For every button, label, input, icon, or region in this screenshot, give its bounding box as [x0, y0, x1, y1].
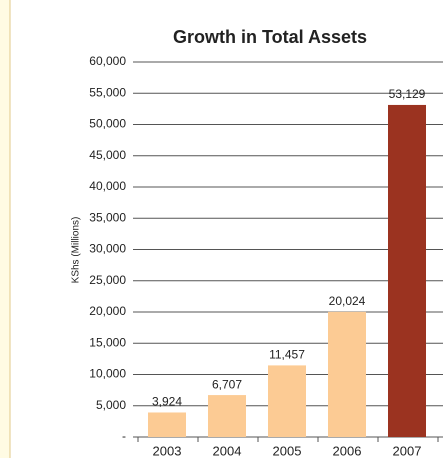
- x-tick-label: 2006: [333, 443, 362, 458]
- y-tick-label: 20,000: [89, 304, 126, 318]
- y-tick-label: 60,000: [89, 54, 126, 68]
- x-tick-label: 2003: [153, 443, 182, 458]
- y-tick-label: 30,000: [89, 242, 126, 256]
- y-tick-label: 10,000: [89, 367, 126, 381]
- value-label: 53,129: [389, 87, 426, 101]
- side-strip: [0, 0, 10, 458]
- y-tick-label: 15,000: [89, 335, 126, 349]
- chart-title: Growth in Total Assets: [173, 27, 367, 47]
- bar: [148, 412, 186, 437]
- value-label: 6,707: [212, 377, 242, 391]
- y-tick-label: 35,000: [89, 210, 126, 224]
- bar: [208, 395, 246, 437]
- y-tick-label: 55,000: [89, 85, 126, 99]
- y-tick-label: 45,000: [89, 148, 126, 162]
- bar: [328, 311, 366, 437]
- y-tick-label: 5,000: [96, 398, 126, 412]
- x-tick-label: 2007: [393, 443, 422, 458]
- bar: [388, 104, 426, 437]
- x-tick-label: 2005: [273, 443, 302, 458]
- y-tick-label: 50,000: [89, 117, 126, 131]
- value-label: 3,924: [152, 395, 182, 409]
- value-label: 20,024: [329, 294, 366, 308]
- y-tick-label: -: [122, 429, 126, 443]
- value-label: 11,457: [269, 348, 305, 362]
- bar: [268, 365, 306, 437]
- x-tick-label: 2004: [213, 443, 242, 458]
- y-axis-label: KShs (Millions): [71, 217, 82, 284]
- y-tick-label: 40,000: [89, 179, 126, 193]
- y-tick-label: 25,000: [89, 273, 126, 287]
